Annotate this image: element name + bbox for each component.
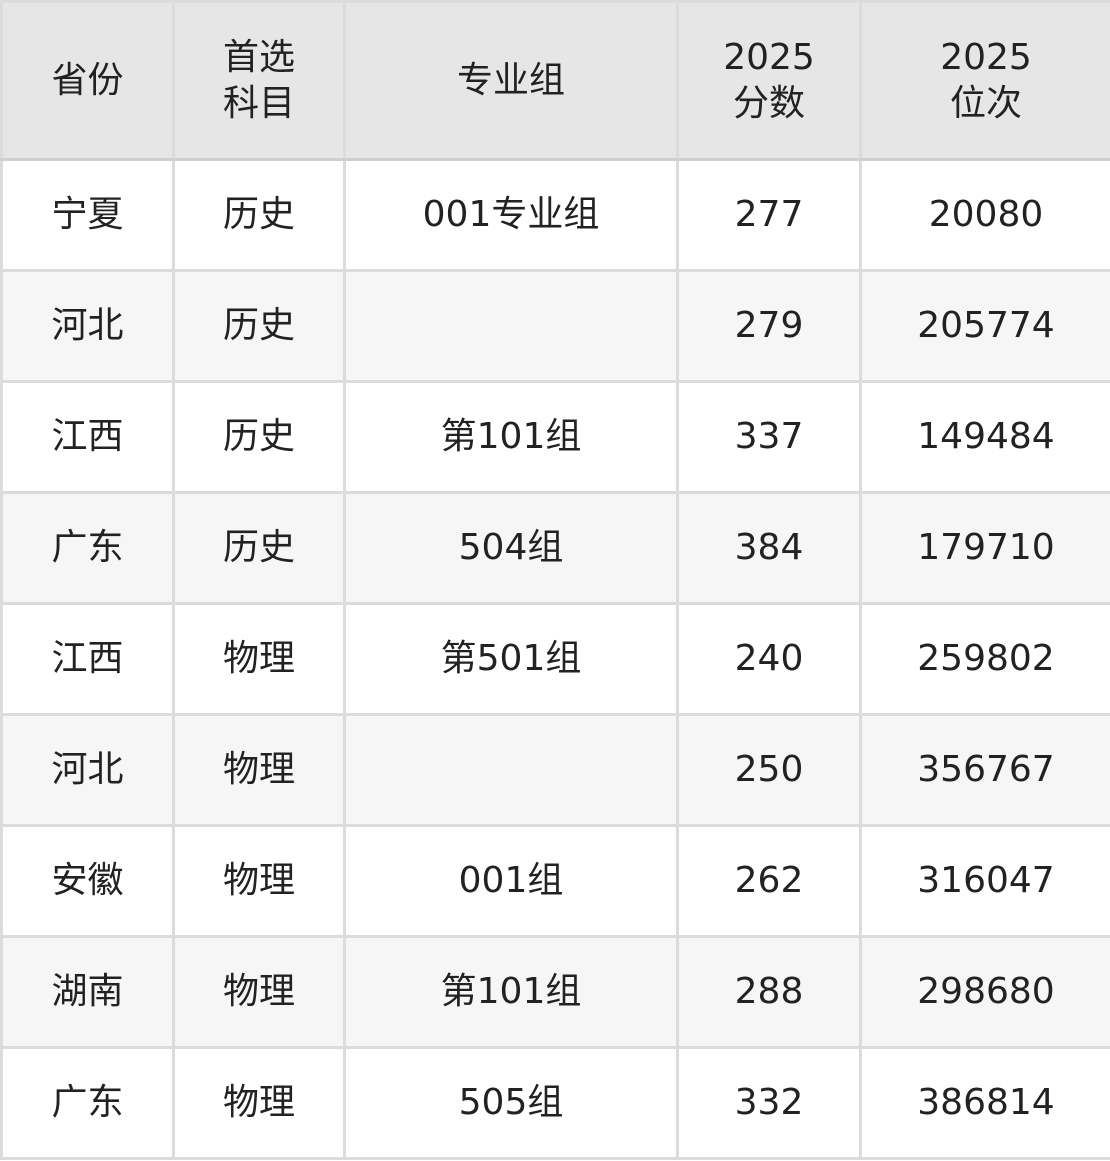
cell-subject: 物理 — [172, 713, 346, 827]
cell-province: 江西 — [0, 602, 175, 716]
table-row: 江西 物理 第501组 240 259802 — [0, 602, 1110, 716]
header-subject: 首选 科目 — [172, 0, 346, 161]
header-text: 分数 — [732, 82, 805, 124]
cell-group: 505组 — [343, 1046, 679, 1160]
header-score: 2025 分数 — [676, 0, 862, 161]
cell-score: 337 — [676, 380, 862, 494]
cell-score: 262 — [676, 824, 862, 938]
cell-score: 332 — [676, 1046, 862, 1160]
cell-group: 第101组 — [343, 380, 679, 494]
table-row: 广东 历史 504组 384 179710 — [0, 491, 1110, 605]
cell-province: 江西 — [0, 380, 175, 494]
cell-subject: 物理 — [172, 1046, 346, 1160]
header-text: 首选 — [222, 36, 295, 78]
header-group: 专业组 — [343, 0, 679, 161]
cell-province: 河北 — [0, 713, 175, 827]
cell-group — [343, 713, 679, 827]
cell-rank: 149484 — [859, 380, 1110, 494]
table-row: 广东 物理 505组 332 386814 — [0, 1046, 1110, 1160]
table-row: 湖南 物理 第101组 288 298680 — [0, 935, 1110, 1049]
cell-rank: 298680 — [859, 935, 1110, 1049]
cell-rank: 20080 — [859, 158, 1110, 272]
cell-subject: 历史 — [172, 491, 346, 605]
cell-subject: 历史 — [172, 269, 346, 383]
cell-score: 240 — [676, 602, 862, 716]
table-row: 江西 历史 第101组 337 149484 — [0, 380, 1110, 494]
table-row: 安徽 物理 001组 262 316047 — [0, 824, 1110, 938]
cell-province: 广东 — [0, 1046, 175, 1160]
cell-score: 250 — [676, 713, 862, 827]
table-row: 河北 历史 279 205774 — [0, 269, 1110, 383]
cell-rank: 356767 — [859, 713, 1110, 827]
cell-score: 277 — [676, 158, 862, 272]
cell-score: 384 — [676, 491, 862, 605]
cell-group: 504组 — [343, 491, 679, 605]
cell-subject: 历史 — [172, 380, 346, 494]
cell-group: 001专业组 — [343, 158, 679, 272]
cell-subject: 物理 — [172, 824, 346, 938]
header-row: 省份 首选 科目 专业组 2025 分数 2025 位次 — [0, 0, 1110, 161]
table-row: 宁夏 历史 001专业组 277 20080 — [0, 158, 1110, 272]
cell-rank: 179710 — [859, 491, 1110, 605]
cell-province: 广东 — [0, 491, 175, 605]
cell-province: 河北 — [0, 269, 175, 383]
header-text: 专业组 — [456, 59, 565, 101]
cell-subject: 物理 — [172, 935, 346, 1049]
table-row: 河北 物理 250 356767 — [0, 713, 1110, 827]
header-province: 省份 — [0, 0, 175, 161]
header-text: 科目 — [222, 82, 295, 124]
cell-province: 湖南 — [0, 935, 175, 1049]
cell-group — [343, 269, 679, 383]
cell-province: 安徽 — [0, 824, 175, 938]
cell-group: 第501组 — [343, 602, 679, 716]
cell-rank: 205774 — [859, 269, 1110, 383]
cell-score: 288 — [676, 935, 862, 1049]
header-text: 2025 — [940, 36, 1032, 78]
cell-rank: 386814 — [859, 1046, 1110, 1160]
cell-subject: 物理 — [172, 602, 346, 716]
cell-province: 宁夏 — [0, 158, 175, 272]
header-text: 2025 — [723, 36, 815, 78]
cell-group: 第101组 — [343, 935, 679, 1049]
cell-rank: 316047 — [859, 824, 1110, 938]
header-text: 位次 — [949, 82, 1022, 124]
header-text: 省份 — [51, 59, 124, 101]
cell-group: 001组 — [343, 824, 679, 938]
cell-rank: 259802 — [859, 602, 1110, 716]
cell-subject: 历史 — [172, 158, 346, 272]
header-rank: 2025 位次 — [859, 0, 1110, 161]
cell-score: 279 — [676, 269, 862, 383]
